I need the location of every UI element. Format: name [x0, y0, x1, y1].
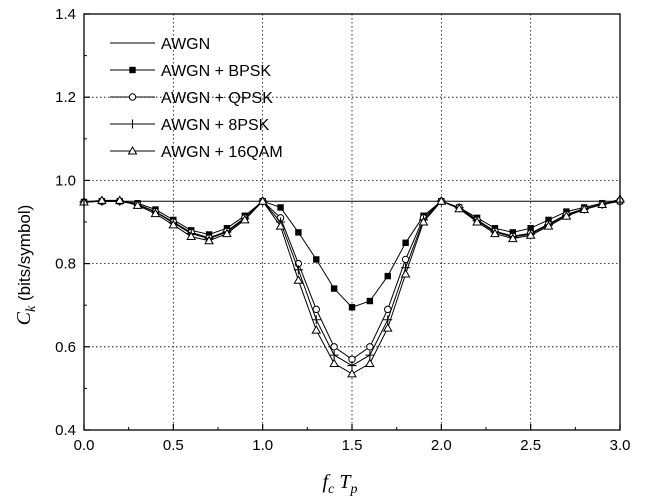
legend-marker	[128, 119, 137, 129]
legend-label: AWGN + 8PSK	[161, 117, 270, 134]
data-point	[454, 203, 465, 213]
data-point	[366, 343, 374, 351]
data-point	[507, 233, 518, 243]
grid-lines	[84, 14, 620, 430]
data-point	[311, 325, 322, 334]
legend-item: AWGN + 16QAM	[110, 144, 283, 161]
data-point	[366, 297, 374, 305]
x-tick-label: 0.5	[163, 437, 184, 454]
y-tick-label: 1.2	[55, 89, 76, 106]
data-point	[365, 350, 375, 360]
data-point	[365, 358, 375, 367]
x-axis-label-sub-c: c	[328, 482, 335, 497]
data-point	[597, 199, 607, 209]
x-tick-label: 0.0	[74, 437, 95, 454]
data-point	[402, 239, 409, 246]
data-point	[348, 304, 356, 311]
x-tick-label: 3.0	[610, 437, 631, 454]
legend-label: AWGN	[161, 36, 210, 53]
data-point	[132, 200, 143, 209]
y-axis-label-sub-k: k	[24, 305, 39, 312]
x-axis-label-t: T	[334, 471, 352, 493]
data-point	[330, 285, 338, 292]
data-point	[114, 195, 125, 204]
data-point	[329, 358, 339, 367]
data-point	[382, 323, 393, 332]
data-point	[543, 221, 554, 230]
legend-label: AWGN + BPSK	[161, 63, 271, 80]
data-point	[275, 221, 286, 230]
legend-item: AWGN + BPSK	[110, 63, 271, 80]
legend-item: AWGN	[110, 36, 210, 53]
legend-marker	[127, 145, 138, 155]
data-point	[295, 229, 302, 236]
data-point	[525, 230, 536, 239]
data-point	[436, 196, 447, 205]
data-point	[222, 228, 232, 238]
y-tick-label: 1.0	[55, 172, 76, 189]
data-point	[257, 196, 268, 205]
y-axis-label-c: C	[13, 311, 35, 325]
x-tick-label: 2.5	[520, 437, 541, 454]
data-point	[329, 350, 339, 360]
data-point	[312, 305, 320, 314]
data-point	[168, 219, 179, 229]
data-point	[579, 204, 590, 214]
data-point	[239, 214, 250, 224]
y-tick-label: 1.4	[55, 6, 76, 23]
axis-ticks: 0.0 0.5 1.0 1.5 2.0 2.5 3.0 0.4 0.6 0.8 1.0 1.2 1.4	[55, 6, 630, 454]
legend-label: AWGN + 16QAM	[161, 144, 283, 161]
data-point	[186, 231, 197, 241]
data-point	[545, 216, 552, 224]
data-point	[293, 275, 304, 284]
data-point	[384, 305, 392, 314]
x-tick-label: 1.0	[252, 437, 273, 454]
data-point	[509, 229, 516, 236]
legend-marker	[128, 93, 137, 101]
data-point	[527, 225, 534, 232]
legend-label: AWGN + QPSK	[161, 90, 273, 107]
x-axis-label: fc Tp	[323, 471, 358, 497]
data-point	[490, 228, 500, 238]
data-point	[347, 361, 357, 371]
x-axis-label-f: f	[323, 471, 331, 493]
data-point	[311, 315, 321, 325]
data-point	[418, 216, 429, 226]
legend-marker	[129, 66, 136, 74]
data-point	[472, 216, 482, 226]
data-point	[97, 195, 107, 204]
data-point	[204, 235, 214, 245]
data-point	[400, 268, 411, 278]
data-point	[561, 211, 572, 220]
data-point	[277, 204, 284, 211]
y-tick-label: 0.6	[55, 339, 76, 356]
x-tick-label: 2.0	[431, 437, 452, 454]
legend-item: AWGN + QPSK	[110, 90, 273, 107]
data-point	[313, 256, 320, 263]
legend-item: AWGN + 8PSK	[110, 117, 270, 134]
y-axis-label-units: (bits/symbol)	[15, 205, 34, 306]
data-point	[384, 272, 391, 280]
x-tick-label: 1.5	[342, 437, 363, 454]
y-tick-label: 0.4	[55, 422, 76, 439]
data-point	[347, 368, 357, 378]
data-point	[150, 208, 161, 218]
series-line	[83, 200, 621, 360]
data-point	[330, 343, 338, 351]
y-tick-label: 0.8	[55, 256, 76, 273]
legend: AWGN AWGN + BPSK AWGN + QPSK AWGN + 8PSK AWG…	[110, 36, 283, 161]
y-axis-label: Ck (bits/symbol)	[13, 205, 39, 326]
x-axis-label-sub-p: p	[349, 482, 357, 497]
